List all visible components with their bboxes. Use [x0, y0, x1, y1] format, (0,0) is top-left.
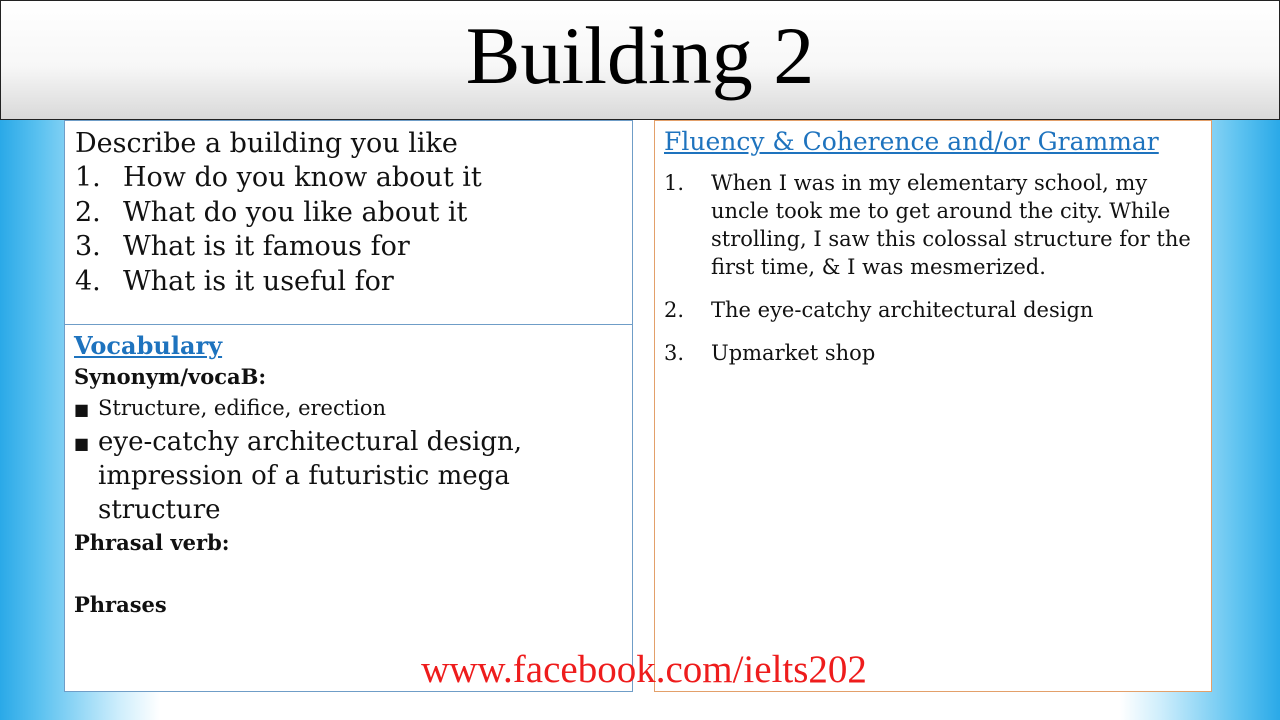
question-item: 3. What is it famous for: [75, 230, 622, 265]
synonym-label: Synonym/vocaB:: [74, 364, 267, 389]
fluency-text: When I was in my elementary school, my u…: [711, 171, 1191, 279]
phrasal-verb-label: Phrasal verb:: [74, 530, 230, 555]
question-prompt: Describe a building you like: [75, 128, 458, 159]
question-item: 1. How do you know about it: [75, 161, 622, 196]
question-number: 3.: [75, 231, 101, 262]
fluency-list: 1. When I was in my elementary school, m…: [664, 169, 1202, 367]
vocab-bullet-item: ■ Structure, edifice, erection: [74, 393, 623, 425]
question-text: How do you know about it: [123, 162, 482, 193]
title-bar: Building 2: [0, 0, 1280, 120]
vocabulary-box: Vocabulary Synonym/vocaB: ■ Structure, e…: [64, 324, 633, 692]
question-number: 2.: [75, 196, 101, 228]
fluency-item: 1. When I was in my elementary school, m…: [664, 169, 1202, 281]
question-text: What do you like about it: [123, 196, 468, 228]
fluency-number: 2.: [664, 298, 685, 322]
question-number: 1.: [75, 162, 101, 193]
vocab-bullet-text: Structure, edifice, erection: [98, 396, 387, 420]
fluency-text: Upmarket shop: [711, 341, 876, 365]
vocab-bullet-item: ■ eye-catchy architectural design, impre…: [74, 425, 623, 527]
fluency-heading-link[interactable]: Fluency & Coherence and/or Grammar: [664, 127, 1159, 156]
page-title: Building 2: [465, 10, 815, 101]
vocab-bullet-text: eye-catchy architectural design, impress…: [98, 427, 523, 525]
vocabulary-heading-link[interactable]: Vocabulary: [74, 331, 223, 360]
fluency-text: The eye-catchy architectural design: [711, 298, 1094, 322]
question-text: What is it famous for: [123, 231, 410, 262]
facebook-url-link[interactable]: www.facebook.com/ielts202: [421, 648, 867, 691]
phrases-label: Phrases: [74, 592, 167, 617]
question-box: Describe a building you like 1. How do y…: [64, 120, 633, 325]
question-number: 4.: [75, 265, 101, 297]
fluency-number: 1.: [664, 171, 685, 195]
fluency-item: 3. Upmarket shop: [664, 339, 1202, 367]
question-item: 4. What is it useful for: [75, 265, 622, 300]
question-list: 1. How do you know about it 2. What do y…: [75, 161, 622, 299]
question-item: 2. What do you like about it: [75, 196, 622, 231]
question-text: What is it useful for: [123, 265, 394, 297]
fluency-number: 3.: [664, 341, 685, 365]
fluency-box: Fluency & Coherence and/or Grammar 1. Wh…: [654, 120, 1212, 692]
square-bullet-icon: ■: [74, 400, 90, 419]
fluency-item: 2. The eye-catchy architectural design: [664, 296, 1202, 324]
square-bullet-icon: ■: [74, 434, 90, 453]
